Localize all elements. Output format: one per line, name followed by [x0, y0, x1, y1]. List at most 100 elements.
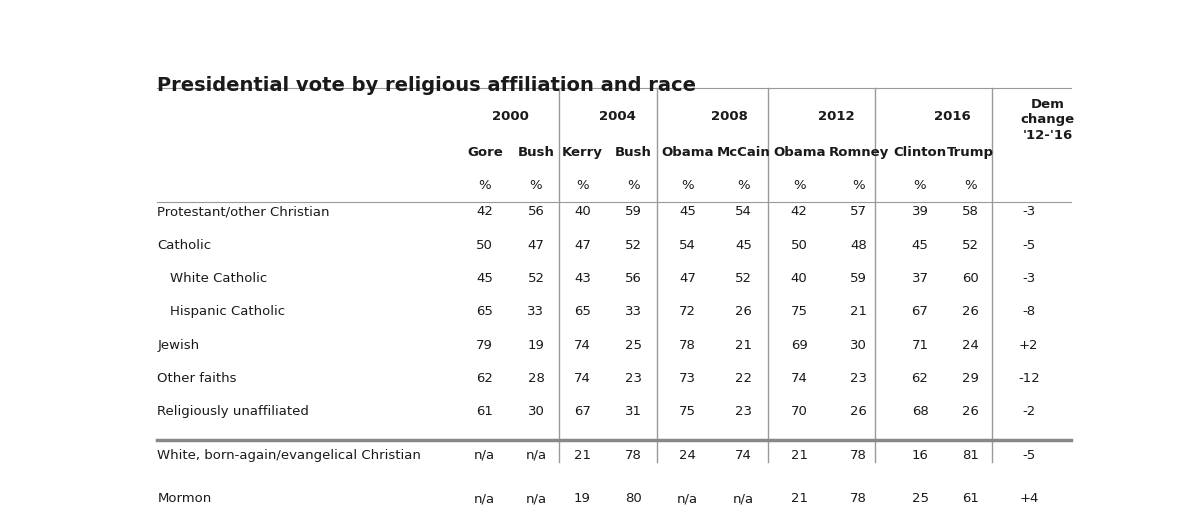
Text: 52: 52 — [734, 272, 752, 285]
Text: 21: 21 — [791, 449, 808, 462]
Text: Mormon: Mormon — [157, 492, 211, 505]
Text: 59: 59 — [625, 205, 642, 218]
Text: 19: 19 — [574, 492, 590, 505]
Text: Clinton: Clinton — [894, 146, 947, 159]
Text: n/a: n/a — [677, 492, 698, 505]
Text: 52: 52 — [961, 239, 979, 252]
Text: 2012: 2012 — [818, 110, 854, 122]
Text: 50: 50 — [791, 239, 808, 252]
Text: 26: 26 — [734, 305, 751, 318]
Text: 59: 59 — [851, 272, 868, 285]
Text: n/a: n/a — [733, 492, 754, 505]
Text: 45: 45 — [476, 272, 493, 285]
Text: 81: 81 — [962, 449, 979, 462]
Text: Presidential vote by religious affiliation and race: Presidential vote by religious affiliati… — [157, 76, 696, 95]
Text: 74: 74 — [574, 338, 590, 352]
Text: 54: 54 — [679, 239, 696, 252]
Text: n/a: n/a — [526, 449, 546, 462]
Text: 28: 28 — [528, 372, 545, 385]
Text: Bush: Bush — [616, 146, 652, 159]
Text: 47: 47 — [574, 239, 590, 252]
Text: 21: 21 — [574, 449, 590, 462]
Text: Trump: Trump — [947, 146, 994, 159]
Text: 25: 25 — [912, 492, 929, 505]
Text: 23: 23 — [734, 406, 752, 418]
Text: 26: 26 — [851, 406, 868, 418]
Text: 73: 73 — [679, 372, 696, 385]
Text: 24: 24 — [679, 449, 696, 462]
Text: 78: 78 — [625, 449, 642, 462]
Text: +4: +4 — [1019, 492, 1038, 505]
Text: 26: 26 — [962, 305, 979, 318]
Text: 74: 74 — [791, 372, 808, 385]
Text: n/a: n/a — [474, 492, 496, 505]
Text: 62: 62 — [476, 372, 493, 385]
Text: 56: 56 — [528, 205, 545, 218]
Text: 2004: 2004 — [599, 110, 636, 122]
Text: 69: 69 — [791, 338, 808, 352]
Text: 70: 70 — [791, 406, 808, 418]
Text: Kerry: Kerry — [562, 146, 602, 159]
Text: 78: 78 — [851, 449, 868, 462]
Text: 2016: 2016 — [935, 110, 971, 122]
Text: %: % — [964, 179, 977, 192]
Text: 30: 30 — [851, 338, 868, 352]
Text: 45: 45 — [912, 239, 929, 252]
Text: %: % — [529, 179, 542, 192]
Text: 60: 60 — [962, 272, 979, 285]
Text: 71: 71 — [912, 338, 929, 352]
Text: +2: +2 — [1019, 338, 1038, 352]
Text: Dem
change
'12-'16: Dem change '12-'16 — [1020, 98, 1074, 142]
Text: n/a: n/a — [526, 492, 546, 505]
Text: %: % — [852, 179, 865, 192]
Text: Other faiths: Other faiths — [157, 372, 236, 385]
Text: 61: 61 — [962, 492, 979, 505]
Text: 24: 24 — [962, 338, 979, 352]
Text: 42: 42 — [791, 205, 808, 218]
Text: -3: -3 — [1022, 272, 1036, 285]
Text: Jewish: Jewish — [157, 338, 199, 352]
Text: 79: 79 — [476, 338, 493, 352]
Text: -3: -3 — [1022, 205, 1036, 218]
Text: -2: -2 — [1022, 406, 1036, 418]
Text: Catholic: Catholic — [157, 239, 211, 252]
Text: White, born-again/evangelical Christian: White, born-again/evangelical Christian — [157, 449, 421, 462]
Text: 45: 45 — [734, 239, 751, 252]
Text: 2000: 2000 — [492, 110, 529, 122]
Text: -8: -8 — [1022, 305, 1036, 318]
Text: 74: 74 — [734, 449, 751, 462]
Text: Romney: Romney — [828, 146, 889, 159]
Text: 52: 52 — [528, 272, 545, 285]
Text: -5: -5 — [1022, 449, 1036, 462]
Text: 21: 21 — [734, 338, 752, 352]
Text: %: % — [576, 179, 589, 192]
Text: 65: 65 — [574, 305, 590, 318]
Text: McCain: McCain — [716, 146, 770, 159]
Text: 29: 29 — [962, 372, 979, 385]
Text: 80: 80 — [625, 492, 642, 505]
Text: 39: 39 — [912, 205, 929, 218]
Text: 42: 42 — [476, 205, 493, 218]
Text: 43: 43 — [574, 272, 590, 285]
Text: 62: 62 — [912, 372, 929, 385]
Text: 22: 22 — [734, 372, 752, 385]
Text: 67: 67 — [574, 406, 590, 418]
Text: 25: 25 — [625, 338, 642, 352]
Text: 21: 21 — [850, 305, 868, 318]
Text: 47: 47 — [528, 239, 545, 252]
Text: 65: 65 — [476, 305, 493, 318]
Text: 40: 40 — [791, 272, 808, 285]
Text: 67: 67 — [912, 305, 929, 318]
Text: 78: 78 — [679, 338, 696, 352]
Text: 50: 50 — [476, 239, 493, 252]
Text: 2008: 2008 — [710, 110, 748, 122]
Text: 45: 45 — [679, 205, 696, 218]
Text: 48: 48 — [851, 239, 868, 252]
Text: 56: 56 — [625, 272, 642, 285]
Text: 52: 52 — [625, 239, 642, 252]
Text: 23: 23 — [625, 372, 642, 385]
Text: 16: 16 — [912, 449, 929, 462]
Text: 47: 47 — [679, 272, 696, 285]
Text: Hispanic Catholic: Hispanic Catholic — [170, 305, 286, 318]
Text: %: % — [793, 179, 805, 192]
